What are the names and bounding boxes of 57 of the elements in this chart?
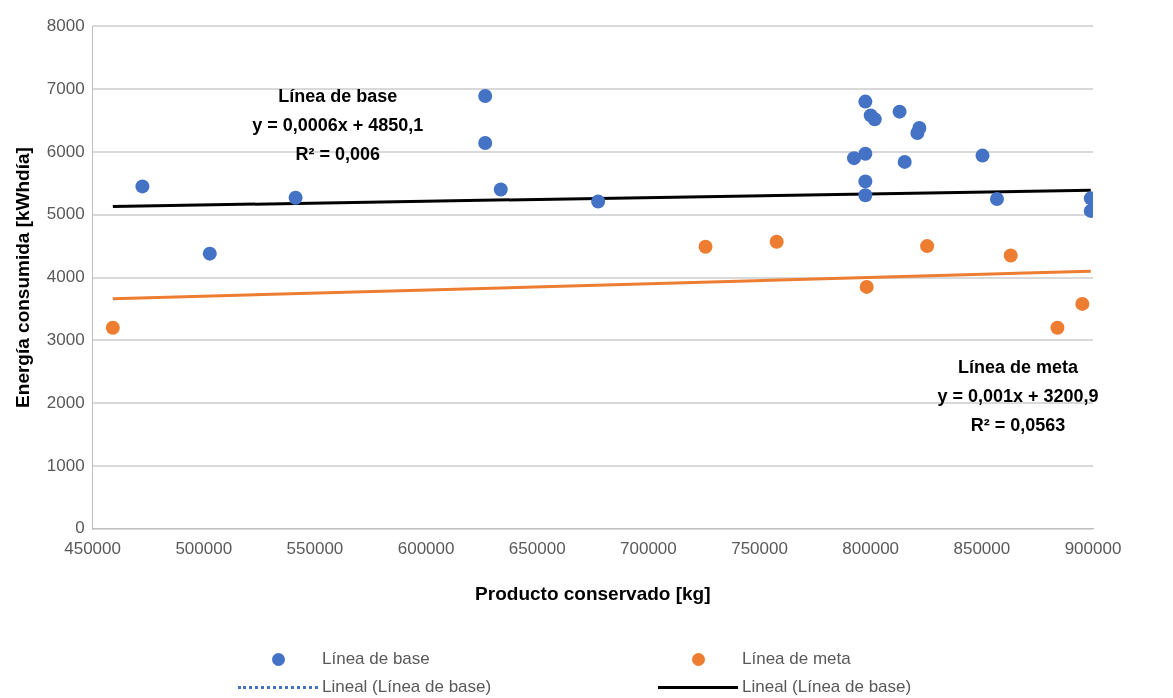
point xyxy=(478,88,493,103)
y-tick-label: 1000 xyxy=(46,455,85,475)
point xyxy=(135,179,150,194)
y-tick-label: 8000 xyxy=(46,15,85,35)
point xyxy=(698,239,713,254)
point xyxy=(892,104,907,119)
legend-label: Lineal (Línea de base) xyxy=(322,677,492,697)
point xyxy=(493,182,508,197)
point xyxy=(858,94,873,109)
point xyxy=(591,194,606,209)
point xyxy=(859,279,874,294)
point xyxy=(288,190,303,205)
y-tick-label: 5000 xyxy=(46,204,85,224)
point xyxy=(897,154,912,169)
point xyxy=(975,148,990,163)
x-tick-label: 550000 xyxy=(286,538,344,558)
point xyxy=(769,234,784,249)
x-tick-label: 650000 xyxy=(508,538,566,558)
y-tick-label: 6000 xyxy=(46,141,85,161)
y-axis-title: Energía consumida [kWhdía] xyxy=(11,147,33,408)
x-tick-label: 700000 xyxy=(620,538,677,558)
y-tick-label: 3000 xyxy=(46,330,85,350)
point xyxy=(478,136,493,151)
point xyxy=(105,320,120,335)
point xyxy=(858,174,873,189)
x-axis-title: Producto conservado [kg] xyxy=(475,582,711,604)
annotation: Línea de base xyxy=(278,85,398,106)
x-tick-label: 750000 xyxy=(731,538,788,558)
annotation: y = 0,001x + 3200,9 xyxy=(937,385,1099,406)
legend-label: Lineal (Línea de base) xyxy=(742,677,912,697)
point xyxy=(858,188,873,203)
y-tick-label: 7000 xyxy=(46,78,85,98)
point xyxy=(202,246,217,261)
annotation: Línea de meta xyxy=(957,356,1079,377)
legend-label: Línea de meta xyxy=(742,649,851,669)
annotation: y = 0,0006x + 4850,1 xyxy=(252,114,424,135)
x-tick-label: 900000 xyxy=(1064,538,1122,558)
x-tick-label: 500000 xyxy=(175,538,233,558)
annotation: R² = 0,006 xyxy=(295,143,380,164)
point xyxy=(858,146,873,161)
point xyxy=(910,126,925,140)
legend-label: Línea de base xyxy=(322,649,430,669)
y-tick-label: 0 xyxy=(75,518,85,538)
x-tick-label: 600000 xyxy=(397,538,455,558)
point xyxy=(1003,248,1018,263)
x-tick-label: 800000 xyxy=(842,538,900,558)
point xyxy=(847,151,862,166)
y-tick-label: 4000 xyxy=(46,267,85,287)
point xyxy=(867,112,882,127)
annotation: R² = 0,0563 xyxy=(970,414,1066,435)
x-tick-label: 850000 xyxy=(953,538,1011,558)
y-tick-label: 2000 xyxy=(46,392,85,412)
point xyxy=(1050,320,1065,335)
x-tick-label: 450000 xyxy=(64,538,121,558)
point xyxy=(1075,296,1090,311)
point xyxy=(920,239,935,254)
point xyxy=(989,191,1004,206)
